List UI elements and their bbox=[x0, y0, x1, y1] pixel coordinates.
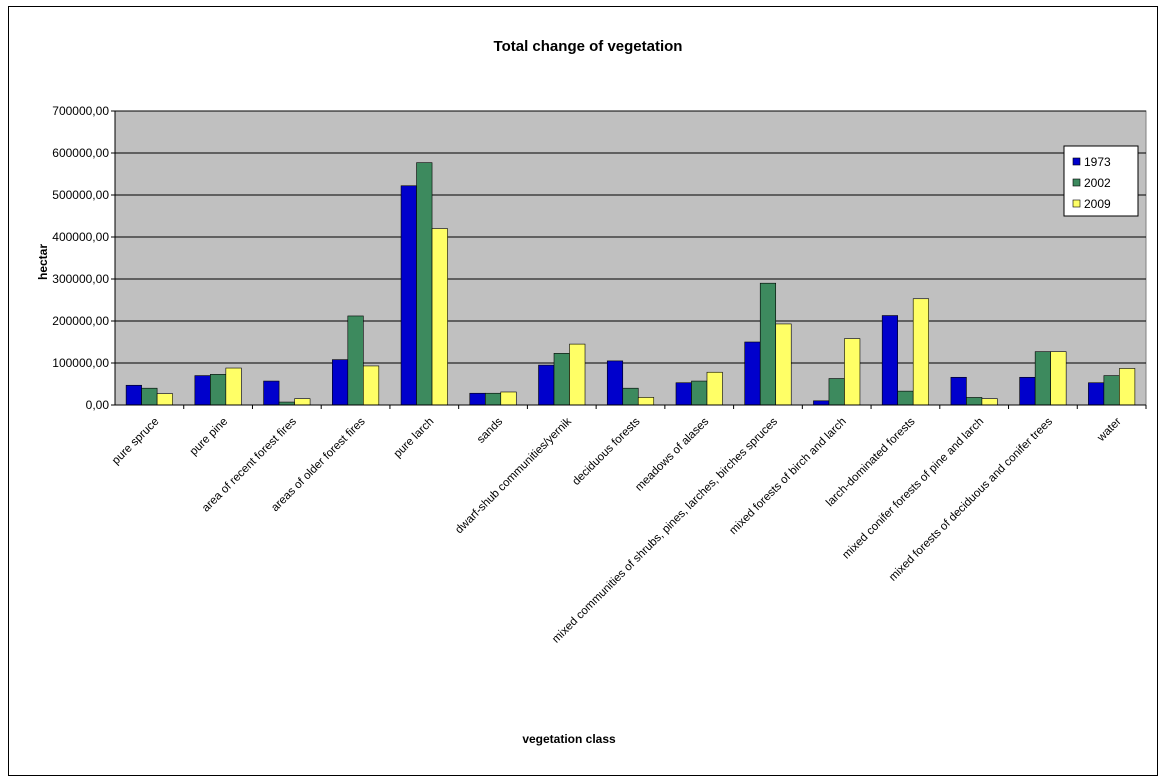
legend-swatch-2002 bbox=[1072, 178, 1081, 187]
bar-2002 bbox=[828, 378, 845, 406]
bar-2009 bbox=[981, 398, 998, 406]
x-category-label: water bbox=[1095, 416, 1124, 445]
y-tick-label: 200000,00 bbox=[52, 314, 109, 328]
bar-2009 bbox=[912, 298, 929, 406]
bar-2002 bbox=[759, 282, 777, 406]
bar-2002 bbox=[141, 387, 158, 406]
legend: 1973 2002 2009 bbox=[1063, 145, 1139, 217]
bar-2009 bbox=[500, 391, 517, 406]
bar-2009 bbox=[1050, 351, 1067, 406]
y-tick-label: 100000,00 bbox=[52, 356, 109, 370]
bar-2009 bbox=[431, 228, 448, 406]
bar-2002 bbox=[416, 162, 433, 406]
x-category-label: pure spruce bbox=[110, 416, 161, 467]
bar-1973 bbox=[881, 315, 898, 406]
x-axis-label: vegetation class bbox=[522, 732, 616, 746]
bar-1973 bbox=[400, 185, 417, 406]
plot-background bbox=[114, 110, 1147, 406]
legend-label-2002: 2002 bbox=[1084, 176, 1111, 190]
x-category-label: dwarf-shub communities/yernik bbox=[453, 415, 574, 536]
x-category-label: pure larch bbox=[392, 416, 437, 461]
bar-1973 bbox=[744, 341, 761, 406]
bar-2002 bbox=[210, 374, 227, 406]
bar-2002 bbox=[553, 353, 570, 406]
bar-1973 bbox=[263, 380, 280, 406]
bar-2002 bbox=[966, 397, 983, 406]
bar-1973 bbox=[332, 359, 349, 406]
bar-1973 bbox=[606, 360, 624, 406]
y-tick-label: 500000,00 bbox=[52, 188, 109, 202]
y-tick-label: 700000,00 bbox=[52, 104, 109, 118]
bar-2009 bbox=[637, 397, 655, 406]
bar-2009 bbox=[363, 365, 380, 406]
bar-1973 bbox=[538, 364, 555, 406]
bar-2009 bbox=[225, 367, 242, 406]
bar-1973 bbox=[194, 375, 211, 406]
chart-title: Total change of vegetation bbox=[494, 38, 683, 55]
bar-2002 bbox=[622, 387, 639, 406]
legend-swatch-2009 bbox=[1072, 199, 1081, 208]
bar-2009 bbox=[569, 343, 586, 406]
x-category-label: meadows of alases bbox=[633, 415, 711, 493]
y-axis: 0,00 100000,00 200000,00 300000,00 400000,00… bbox=[52, 104, 1146, 412]
x-category-label: sands bbox=[475, 415, 505, 445]
bar-1973 bbox=[675, 382, 692, 406]
bar-2009 bbox=[706, 371, 723, 406]
x-category-label: deciduous forests bbox=[570, 415, 642, 487]
bar-2002 bbox=[484, 392, 502, 406]
x-category-label: mixed communities of shrubs, pines, larc… bbox=[550, 415, 780, 645]
y-tick-label: 300000,00 bbox=[52, 272, 109, 286]
bar-2002 bbox=[347, 315, 364, 406]
bar-1973 bbox=[1088, 382, 1105, 406]
bar-1973 bbox=[1019, 376, 1036, 406]
bar-1973 bbox=[950, 376, 967, 406]
bar-2002 bbox=[897, 390, 914, 406]
bar-2009 bbox=[294, 398, 311, 406]
bar-2009 bbox=[844, 338, 861, 406]
bar-2009 bbox=[156, 393, 173, 406]
bar-2002 bbox=[1034, 351, 1051, 406]
bar-1973 bbox=[125, 384, 142, 406]
legend-label-1973: 1973 bbox=[1084, 155, 1111, 169]
bar-2002 bbox=[691, 380, 708, 406]
bar-1973 bbox=[469, 392, 486, 406]
y-tick-label: 400000,00 bbox=[52, 230, 109, 244]
plot-area bbox=[114, 110, 1147, 406]
y-axis-label: hectar bbox=[36, 244, 50, 280]
bar-2009 bbox=[1119, 368, 1136, 406]
x-category-label: mixed forests of birch and larch bbox=[727, 416, 848, 537]
bar-2002 bbox=[1103, 375, 1120, 406]
x-category-label: pure pine bbox=[188, 416, 230, 458]
y-tick-label: 0,00 bbox=[86, 398, 110, 412]
legend-label-2009: 2009 bbox=[1084, 197, 1111, 211]
y-tick-label: 600000,00 bbox=[52, 146, 109, 160]
x-category-label: mixed conifer forests of pine and larch bbox=[840, 416, 986, 562]
bar-1973 bbox=[813, 400, 830, 406]
x-category-label: mixed forests of deciduous and conifer t… bbox=[887, 415, 1055, 583]
legend-swatch-1973 bbox=[1072, 157, 1081, 166]
bar-2009 bbox=[775, 323, 792, 406]
bars-group bbox=[125, 162, 1136, 406]
